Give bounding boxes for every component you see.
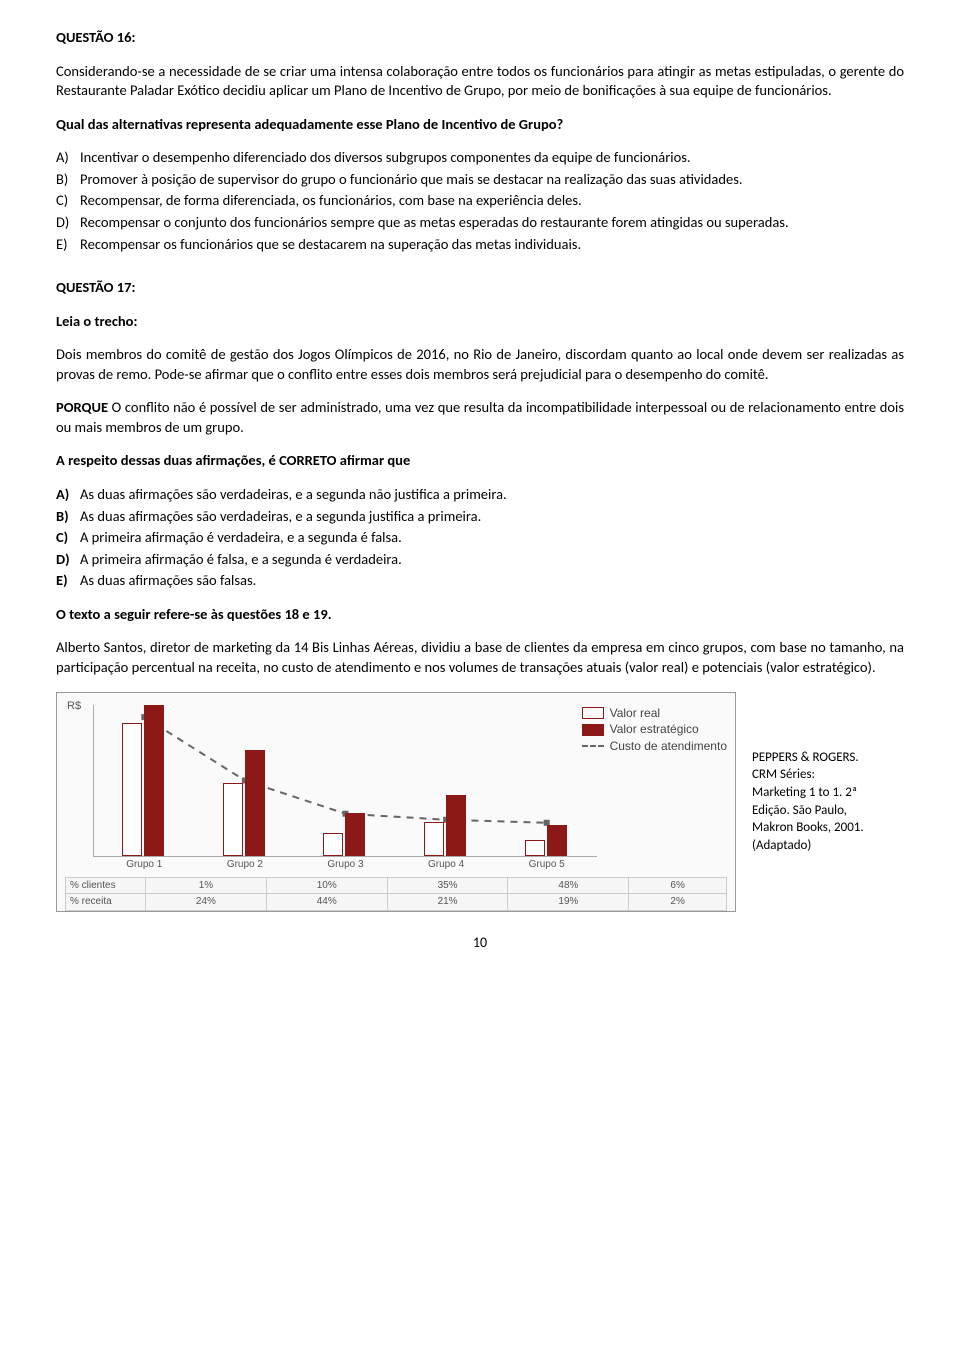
- opt-label: D): [56, 213, 80, 233]
- opt-text: As duas afirmações são falsas.: [80, 571, 904, 591]
- bar-strat: [547, 825, 567, 855]
- q16-opt-c: C) Recompensar, de forma diferenciada, o…: [56, 191, 904, 211]
- cell: 2%: [629, 894, 727, 911]
- bar-strat: [144, 705, 164, 856]
- legend-cost: Custo de atendimento: [582, 738, 727, 755]
- citation-line: (Adaptado): [752, 837, 892, 855]
- opt-label: D): [56, 550, 80, 570]
- q18-intro-title: O texto a seguir refere-se às questões 1…: [56, 605, 904, 625]
- q17-opt-a: A) As duas afirmações são verdadeiras, e…: [56, 485, 904, 505]
- chart-inner: R$ Grupo 1Grupo 2Grupo 3Grupo 4Grupo 5 V…: [65, 699, 727, 875]
- opt-text: Promover à posição de supervisor do grup…: [80, 170, 904, 190]
- opt-text: As duas afirmações são verdadeiras, e a …: [80, 485, 904, 505]
- q17-opt-b: B) As duas afirmações são verdadeiras, e…: [56, 507, 904, 527]
- q16-opt-d: D) Recompensar o conjunto dos funcionári…: [56, 213, 904, 233]
- chart-plot: Grupo 1Grupo 2Grupo 3Grupo 4Grupo 5: [93, 705, 597, 857]
- cell: 1%: [146, 877, 267, 894]
- citation: PEPPERS & ROGERS. CRM Séries: Marketing …: [752, 692, 892, 912]
- legend-strat-label: Valor estratégico: [610, 721, 699, 738]
- group-label: Grupo 1: [104, 858, 184, 872]
- bar-real: [323, 833, 343, 856]
- q17-opt-d: D) A primeira afirmação é falsa, e a seg…: [56, 550, 904, 570]
- q17-p2-text: O conflito não é possível de ser adminis…: [56, 398, 904, 436]
- q17-title: QUESTÃO 17:: [56, 278, 904, 298]
- q17-p3: A respeito dessas duas afirmações, é COR…: [56, 451, 904, 471]
- bar-strat: [345, 813, 365, 855]
- bar-strat: [446, 795, 466, 855]
- chart-legend: Valor real Valor estratégico Custo de at…: [582, 705, 727, 755]
- opt-label: A): [56, 485, 80, 505]
- legend-cost-label: Custo de atendimento: [610, 738, 727, 755]
- group-label: Grupo 4: [406, 858, 486, 872]
- row-label: % clientes: [66, 877, 146, 894]
- group-label: Grupo 5: [506, 858, 586, 872]
- legend-real: Valor real: [582, 705, 727, 722]
- cell: 24%: [146, 894, 267, 911]
- opt-label: E): [56, 235, 80, 255]
- opt-label: B): [56, 170, 80, 190]
- q16-opt-a: A) Incentivar o desempenho diferenciado …: [56, 148, 904, 168]
- opt-label: C): [56, 528, 80, 548]
- q17-options: A) As duas afirmações são verdadeiras, e…: [56, 485, 904, 591]
- q17-lead: Leia o trecho:: [56, 312, 904, 332]
- q16-opt-b: B) Promover à posição de supervisor do g…: [56, 170, 904, 190]
- chart-row: R$ Grupo 1Grupo 2Grupo 3Grupo 4Grupo 5 V…: [56, 692, 904, 912]
- cell: 44%: [266, 894, 387, 911]
- cell: 35%: [387, 877, 508, 894]
- q16-title: QUESTÃO 16:: [56, 28, 904, 48]
- bar-real: [223, 783, 243, 855]
- opt-text: A primeira afirmação é falsa, e a segund…: [80, 550, 904, 570]
- table-row-clientes: % clientes 1% 10% 35% 48% 6%: [66, 877, 727, 894]
- cell: 48%: [508, 877, 629, 894]
- citation-line: PEPPERS & ROGERS.: [752, 749, 892, 767]
- bar-real: [122, 723, 142, 856]
- group-label: Grupo 2: [205, 858, 285, 872]
- porque-bold: PORQUE: [56, 398, 108, 416]
- chart-box: R$ Grupo 1Grupo 2Grupo 3Grupo 4Grupo 5 V…: [56, 692, 736, 912]
- group-label: Grupo 3: [305, 858, 385, 872]
- citation-line: Makron Books, 2001.: [752, 819, 892, 837]
- opt-text: Recompensar, de forma diferenciada, os f…: [80, 191, 904, 211]
- row-label: % receita: [66, 894, 146, 911]
- opt-label: B): [56, 507, 80, 527]
- citation-line: CRM Séries:: [752, 766, 892, 784]
- q16-options: A) Incentivar o desempenho diferenciado …: [56, 148, 904, 254]
- q17-p2: PORQUE O conflito não é possível de ser …: [56, 398, 904, 437]
- cell: 19%: [508, 894, 629, 911]
- q16-p2: Qual das alternativas representa adequad…: [56, 115, 904, 135]
- citation-line: Edição. São Paulo,: [752, 802, 892, 820]
- q16-opt-e: E) Recompensar os funcionários que se de…: [56, 235, 904, 255]
- legend-real-label: Valor real: [610, 705, 660, 722]
- page-number: 10: [56, 934, 904, 953]
- q17-p1: Dois membros do comitê de gestão dos Jog…: [56, 345, 904, 384]
- opt-label: C): [56, 191, 80, 211]
- citation-line: Marketing 1 to 1. 2ª: [752, 784, 892, 802]
- chart-data-table: % clientes 1% 10% 35% 48% 6% % receita 2…: [65, 877, 727, 911]
- table-row-receita: % receita 24% 44% 21% 19% 2%: [66, 894, 727, 911]
- swatch-cost: [582, 745, 604, 747]
- swatch-real: [582, 707, 604, 719]
- q18-intro-p: Alberto Santos, diretor de marketing da …: [56, 638, 904, 677]
- cell: 10%: [266, 877, 387, 894]
- bar-strat: [245, 750, 265, 856]
- opt-label: A): [56, 148, 80, 168]
- bar-real: [424, 822, 444, 855]
- cell: 6%: [629, 877, 727, 894]
- chart-ylabel: R$: [67, 699, 81, 714]
- q17-opt-c: C) A primeira afirmação é verdadeira, e …: [56, 528, 904, 548]
- opt-text: Recompensar o conjunto dos funcionários …: [80, 213, 904, 233]
- swatch-strat: [582, 724, 604, 736]
- legend-strat: Valor estratégico: [582, 721, 727, 738]
- opt-text: A primeira afirmação é verdadeira, e a s…: [80, 528, 904, 548]
- q17-opt-e: E) As duas afirmações são falsas.: [56, 571, 904, 591]
- opt-text: As duas afirmações são verdadeiras, e a …: [80, 507, 904, 527]
- opt-text: Incentivar o desempenho diferenciado dos…: [80, 148, 904, 168]
- opt-label: E): [56, 571, 80, 591]
- cell: 21%: [387, 894, 508, 911]
- opt-text: Recompensar os funcionários que se desta…: [80, 235, 904, 255]
- bar-real: [525, 840, 545, 855]
- q16-p1: Considerando-se a necessidade de se cria…: [56, 62, 904, 101]
